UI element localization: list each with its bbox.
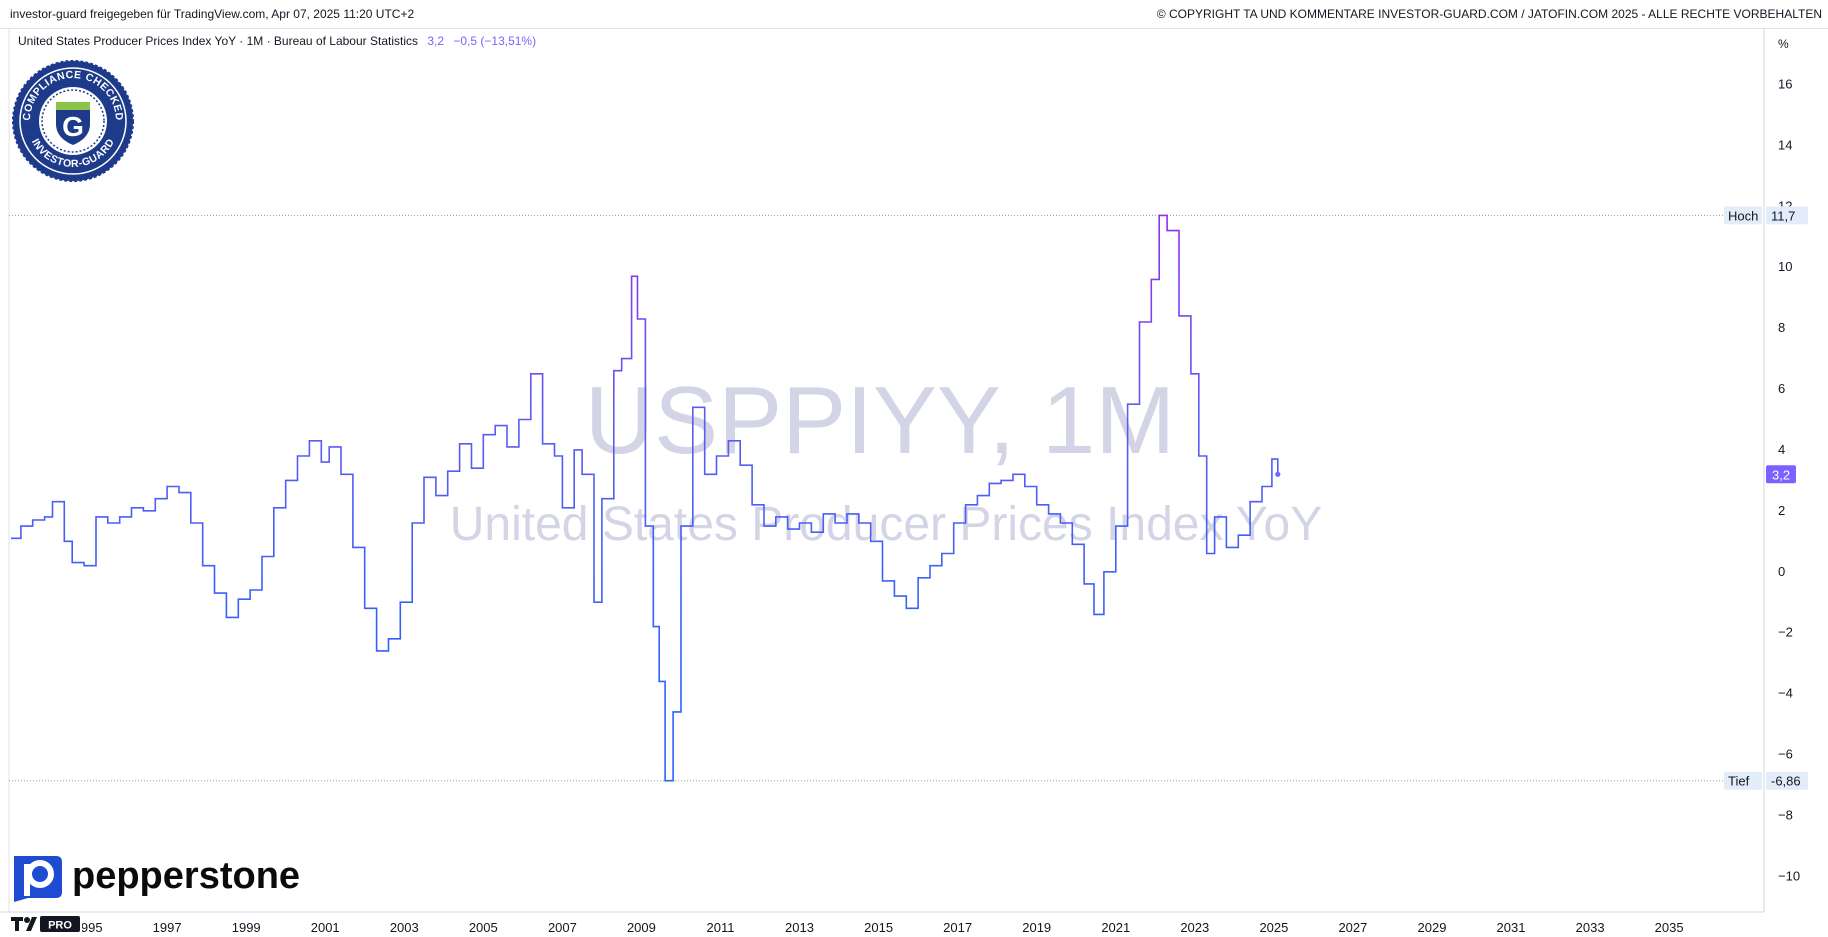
low-value: -6,86 <box>1771 774 1801 789</box>
x-tick-label: 2025 <box>1259 920 1288 935</box>
top-bar: investor-guard freigegeben für TradingVi… <box>0 0 1828 29</box>
shared-by-text: investor-guard freigegeben für TradingVi… <box>10 7 415 21</box>
y-tick-label: −4 <box>1778 686 1793 701</box>
x-tick-label: 1997 <box>153 920 182 935</box>
y-tick-label: −2 <box>1778 625 1793 640</box>
watermark-description: United States Producer Prices Index YoY <box>450 498 1323 551</box>
x-tick-label: 2021 <box>1101 920 1130 935</box>
series-last-value: 3,2 <box>427 34 445 48</box>
tradingview-logo: PRO <box>10 915 82 933</box>
x-tick-label: 2009 <box>627 920 656 935</box>
high-value-box <box>1766 206 1808 225</box>
low-value-box <box>1766 771 1808 790</box>
compliance-seal-icon: G COMPLIANCE CHECKED INVESTOR-GUARD <box>12 60 134 182</box>
copyright-text: © COPYRIGHT TA UND KOMMENTARE INVESTOR-G… <box>1156 7 1822 21</box>
x-tick-label: 2015 <box>864 920 893 935</box>
y-tick-label: −6 <box>1778 747 1793 762</box>
y-tick-label: −10 <box>1778 868 1800 883</box>
ppi-yoy-line <box>11 214 1279 782</box>
x-tick-label: 2033 <box>1576 920 1605 935</box>
high-value: 11,7 <box>1771 208 1795 223</box>
x-tick-label: 2007 <box>548 920 577 935</box>
x-tick-label: 2031 <box>1497 920 1526 935</box>
low-label: Tief <box>1728 774 1750 789</box>
last-value-badge: 3,2 <box>1766 465 1796 484</box>
x-tick-label: 2027 <box>1338 920 1367 935</box>
seal-letter: G <box>62 111 84 142</box>
last-value-box <box>1766 465 1796 484</box>
x-tick-label: 2003 <box>390 920 419 935</box>
x-tick-label: 1999 <box>232 920 261 935</box>
x-tick-label: 2035 <box>1655 920 1684 935</box>
high-label: Hoch <box>1728 208 1758 223</box>
brand-name: pepperstone <box>72 855 300 897</box>
y-tick-label: 4 <box>1778 442 1785 457</box>
series-change: −0,5 (−13,51%) <box>453 34 537 48</box>
series-title: United States Producer Prices Index YoY … <box>18 34 418 48</box>
y-tick-label: 6 <box>1778 381 1785 396</box>
unit-label: % <box>1778 37 1789 51</box>
series-legend[interactable]: United States Producer Prices Index YoY … <box>18 34 536 48</box>
x-tick-label: 2017 <box>943 920 972 935</box>
low-badge: Tief -6,86 <box>1724 771 1808 790</box>
y-tick-label: −8 <box>1778 807 1793 822</box>
time-axis[interactable]: 1995 1997 1999 2001 2003 2005 2007 2009 2011 2013… <box>74 920 1684 935</box>
chart[interactable]: USPPIYY, 1M United States Producer Price… <box>0 28 1828 937</box>
watermark: USPPIYY, 1M United States Producer Price… <box>450 367 1323 551</box>
x-tick-label: 2023 <box>1180 920 1209 935</box>
x-tick-label: 2019 <box>1022 920 1051 935</box>
tv-pro-label: PRO <box>48 920 72 932</box>
y-tick-label: 16 <box>1778 77 1792 92</box>
x-tick-label: 2005 <box>469 920 498 935</box>
high-label-box <box>1724 206 1762 225</box>
y-tick-label: 14 <box>1778 137 1792 152</box>
x-tick-label: 2013 <box>785 920 814 935</box>
last-value-label: 3,2 <box>1772 467 1790 482</box>
watermark-symbol: USPPIYY, 1M <box>585 367 1175 474</box>
pepperstone-logo: pepperstone <box>14 855 300 902</box>
x-tick-label: 2029 <box>1418 920 1447 935</box>
y-tick-label: 2 <box>1778 503 1785 518</box>
low-label-box <box>1724 771 1762 790</box>
x-tick-label: 2001 <box>311 920 340 935</box>
y-tick-label: 10 <box>1778 259 1792 274</box>
y-tick-label: 8 <box>1778 320 1785 335</box>
high-badge: Hoch 11,7 <box>1724 206 1808 225</box>
y-tick-label: 0 <box>1778 564 1785 579</box>
last-value-dot <box>1275 471 1281 477</box>
x-tick-label: 2011 <box>707 920 735 935</box>
